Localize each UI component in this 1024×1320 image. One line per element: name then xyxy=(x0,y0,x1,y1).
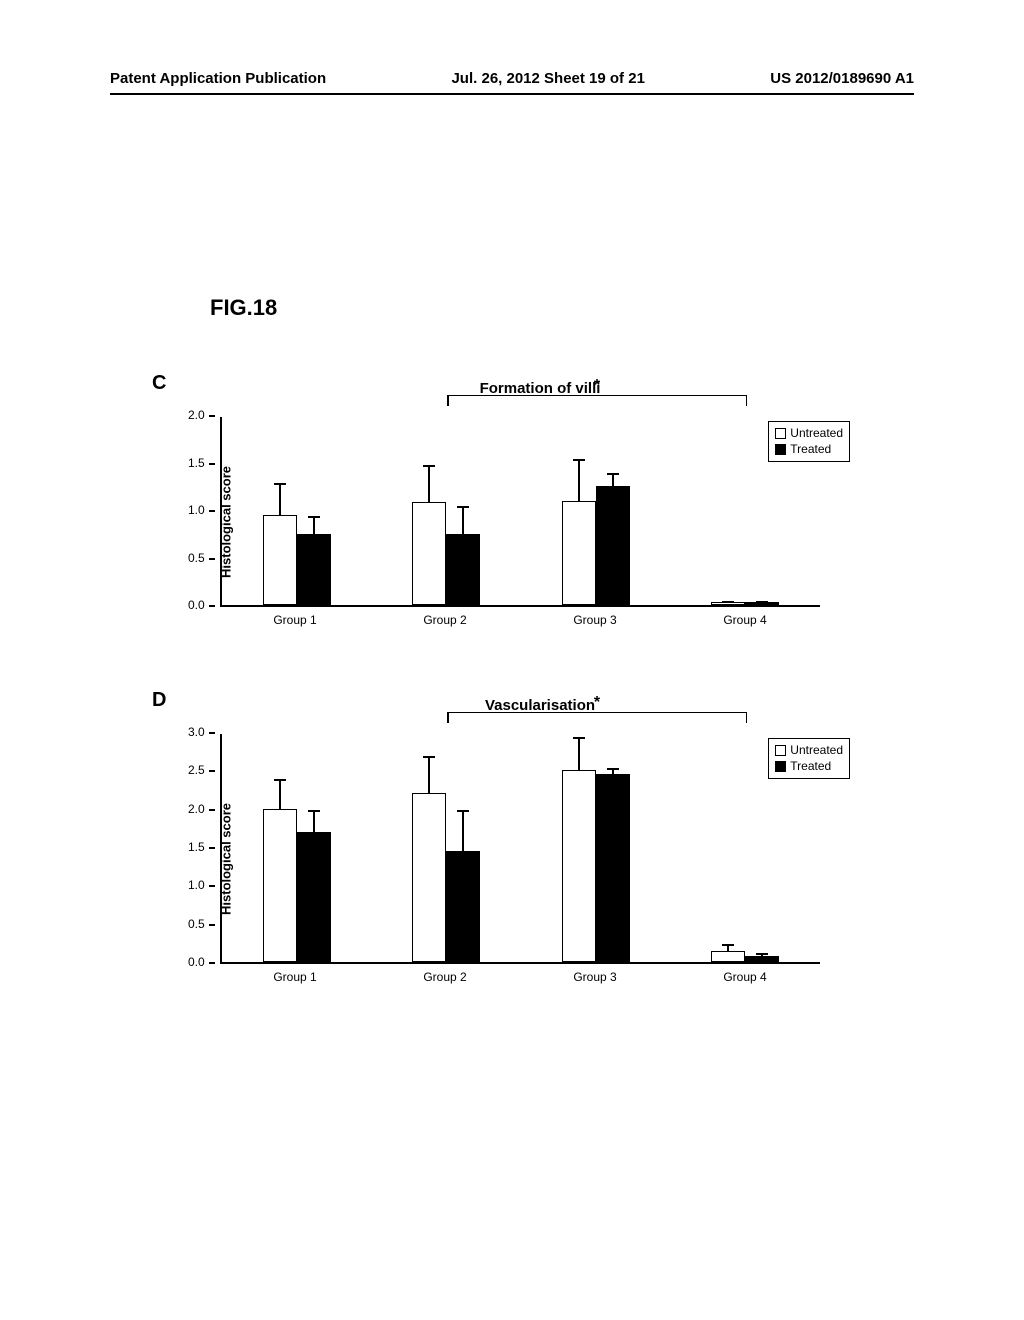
swatch-untreated-icon xyxy=(775,745,786,756)
ytick: 0.5 xyxy=(188,551,205,565)
chart-c-legend: Untreated Treated xyxy=(768,421,850,462)
legend-untreated-label: Untreated xyxy=(790,743,843,759)
bars-row xyxy=(222,734,820,962)
panel-letter-d: D xyxy=(152,689,166,712)
swatch-untreated-icon xyxy=(775,428,786,439)
xlabel: Group 3 xyxy=(573,970,616,984)
error-bar xyxy=(612,473,614,487)
legend-treated: Treated xyxy=(775,442,843,458)
ytick: 2.5 xyxy=(188,763,205,777)
error-bar xyxy=(612,768,614,776)
bar-group xyxy=(562,486,630,605)
ytick: 1.0 xyxy=(188,503,205,517)
ytick: 1.0 xyxy=(188,878,205,892)
xlabel: Group 4 xyxy=(723,970,766,984)
chart-d-xlabels: Group 1 Group 2 Group 3 Group 4 xyxy=(220,970,820,984)
bar-group xyxy=(711,602,779,605)
chart-d-legend: Untreated Treated xyxy=(768,738,850,779)
error-bar xyxy=(727,601,729,603)
figure-content: C Formation of villi Histological score … xyxy=(160,300,880,1054)
chart-c-plot: 0.00.51.01.52.0* xyxy=(220,417,820,607)
error-bar xyxy=(428,756,430,794)
bar-group xyxy=(412,793,480,962)
bar-treated xyxy=(596,486,630,605)
error-bar xyxy=(313,810,315,833)
chart-d: D Vascularisation Histological score 0.0… xyxy=(160,697,880,984)
ytick: 1.5 xyxy=(188,840,205,854)
error-bar xyxy=(428,465,430,503)
bar-treated xyxy=(745,602,779,605)
legend-treated-label: Treated xyxy=(790,442,831,458)
significance-bracket xyxy=(447,395,747,405)
bar-untreated xyxy=(711,602,745,605)
bar-untreated xyxy=(412,502,446,605)
xlabel: Group 2 xyxy=(423,613,466,627)
significance-star: * xyxy=(594,694,600,712)
page-header: Patent Application Publication Jul. 26, … xyxy=(110,70,914,95)
bar-untreated xyxy=(562,501,596,606)
panel-letter-c: C xyxy=(152,372,166,395)
swatch-treated-icon xyxy=(775,761,786,772)
significance-star: * xyxy=(594,377,600,395)
bar-treated xyxy=(745,956,779,962)
bar-treated xyxy=(446,851,480,962)
xlabel: Group 2 xyxy=(423,970,466,984)
legend-untreated: Untreated xyxy=(775,743,843,759)
error-bar xyxy=(578,459,580,502)
error-bar xyxy=(313,516,315,535)
error-bar xyxy=(462,506,464,535)
bar-treated xyxy=(297,832,331,962)
error-bar xyxy=(727,944,729,952)
ytick: 0.5 xyxy=(188,917,205,931)
bar-treated xyxy=(446,534,480,605)
chart-d-area: Histological score 0.00.51.01.52.02.53.0… xyxy=(220,734,820,984)
error-bar xyxy=(761,601,763,603)
bar-untreated xyxy=(263,809,297,962)
legend-treated: Treated xyxy=(775,759,843,775)
bar-untreated xyxy=(711,951,745,963)
error-bar xyxy=(279,779,281,810)
bars-row xyxy=(222,417,820,605)
bar-group xyxy=(263,809,331,962)
error-bar xyxy=(462,810,464,852)
error-bar xyxy=(279,483,281,516)
error-bar xyxy=(578,737,580,772)
bar-treated xyxy=(596,774,630,962)
ytick: 2.0 xyxy=(188,802,205,816)
significance-bracket xyxy=(447,712,747,722)
ytick: 3.0 xyxy=(188,725,205,739)
chart-c-xlabels: Group 1 Group 2 Group 3 Group 4 xyxy=(220,613,820,627)
bar-treated xyxy=(297,534,331,605)
legend-treated-label: Treated xyxy=(790,759,831,775)
bar-untreated xyxy=(263,515,297,605)
xlabel: Group 1 xyxy=(273,970,316,984)
bar-group xyxy=(412,502,480,605)
xlabel: Group 3 xyxy=(573,613,616,627)
ytick: 2.0 xyxy=(188,408,205,422)
header-right: US 2012/0189690 A1 xyxy=(770,70,914,87)
chart-c-area: Histological score 0.00.51.01.52.0* Grou… xyxy=(220,417,820,627)
chart-d-plot: 0.00.51.01.52.02.53.0* xyxy=(220,734,820,964)
bar-group xyxy=(562,770,630,962)
bar-group xyxy=(263,515,331,605)
ytick: 1.5 xyxy=(188,456,205,470)
bar-group xyxy=(711,951,779,963)
legend-untreated-label: Untreated xyxy=(790,426,843,442)
chart-c: C Formation of villi Histological score … xyxy=(160,380,880,627)
xlabel: Group 4 xyxy=(723,613,766,627)
xlabel: Group 1 xyxy=(273,613,316,627)
bar-untreated xyxy=(562,770,596,962)
header-left: Patent Application Publication xyxy=(110,70,326,87)
swatch-treated-icon xyxy=(775,444,786,455)
ytick: 0.0 xyxy=(188,598,205,612)
legend-untreated: Untreated xyxy=(775,426,843,442)
header-center: Jul. 26, 2012 Sheet 19 of 21 xyxy=(451,70,644,87)
ytick: 0.0 xyxy=(188,955,205,969)
error-bar xyxy=(761,953,763,957)
bar-untreated xyxy=(412,793,446,962)
